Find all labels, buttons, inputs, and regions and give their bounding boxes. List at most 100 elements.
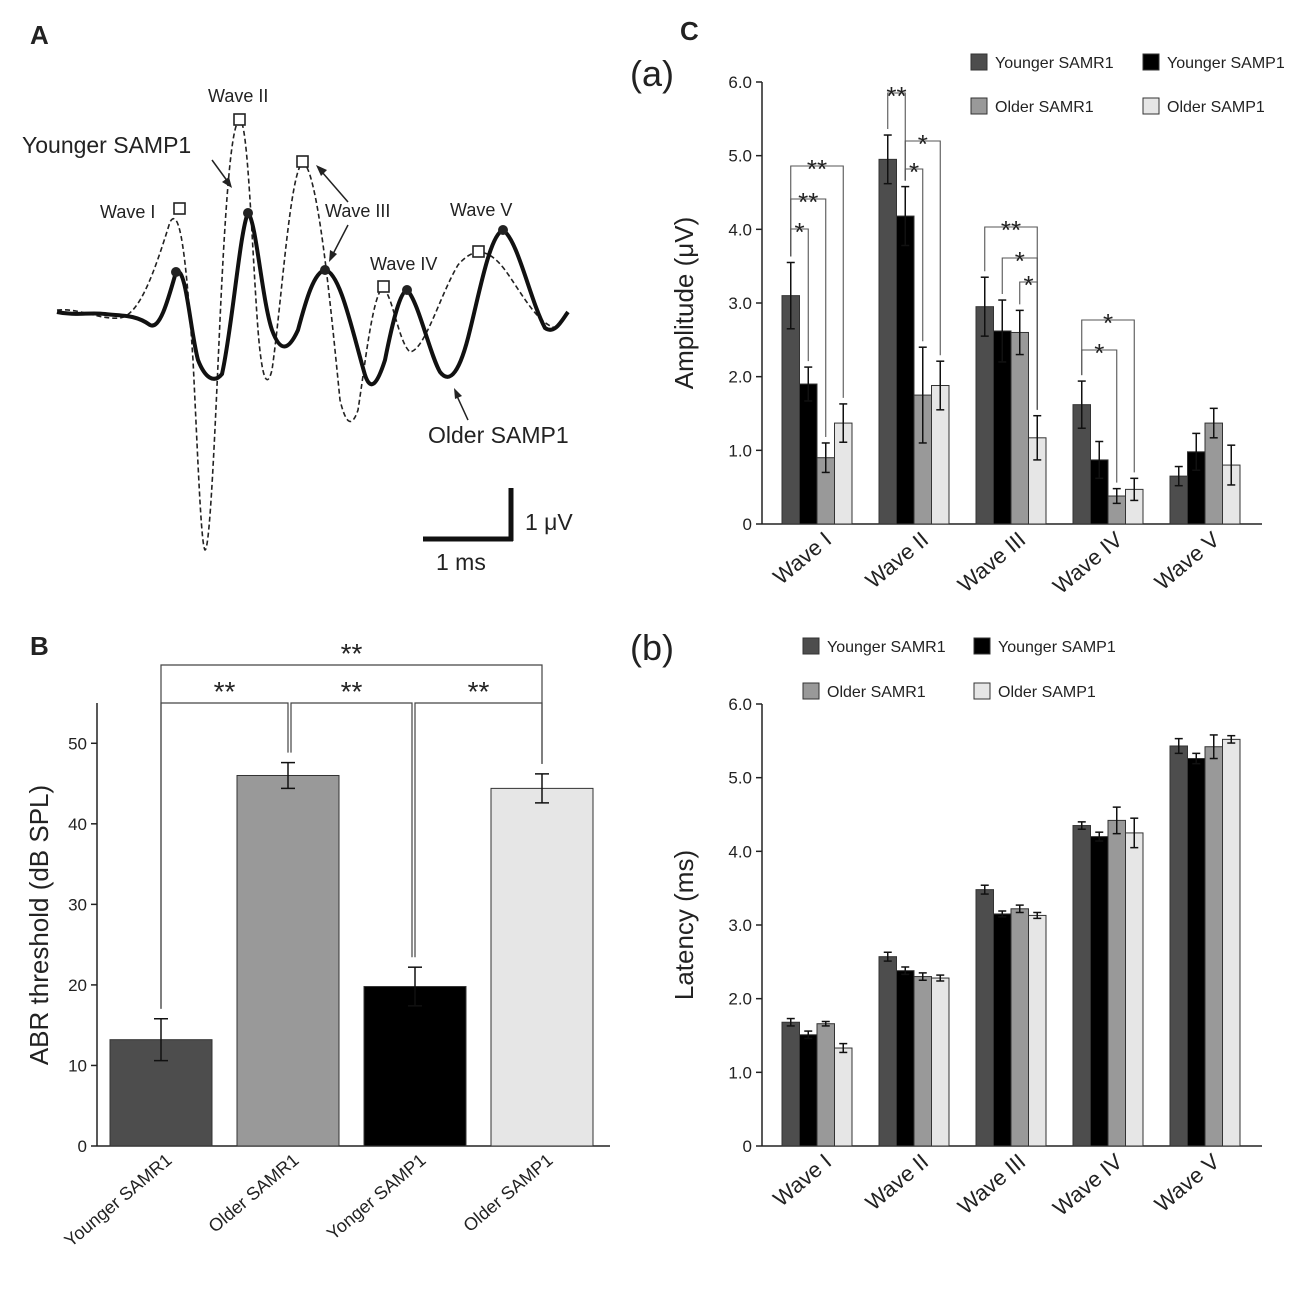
arrow-older	[456, 395, 469, 421]
older-peak-wave-5	[498, 225, 508, 235]
waveform-plot: Wave I Wave II Wave III Wave IV Wave V Y…	[22, 86, 573, 575]
bar-older-samr1-wave-iii	[1010, 331, 1029, 525]
bar-older-samp1-wave-v	[1222, 738, 1241, 1147]
significance-bracket	[160, 664, 543, 1009]
significance-label: **	[341, 638, 363, 669]
bar-younger-samr1-wave-i	[781, 1021, 800, 1147]
trace-label-younger: Younger SAMP1	[22, 132, 191, 158]
significance-label: *	[1015, 246, 1025, 276]
x-tick-label-wave-i: Wave I	[768, 527, 836, 590]
significance-bracket	[290, 702, 413, 958]
x-tick-label-wave-i: Wave I	[768, 1149, 836, 1212]
x-tick-label-older-samr1: Older SAMR1	[205, 1150, 303, 1237]
legend-label-younger-samp1: Younger SAMP1	[1167, 55, 1285, 72]
y-tick-label: 4.0	[728, 220, 752, 239]
arrow-wave3-dashed-head	[316, 165, 327, 176]
bar-older-samp1-wave-i	[834, 1047, 853, 1147]
y-tick-label: 0	[743, 515, 752, 534]
older-samp1-trace	[56, 209, 570, 387]
y-tick-label: 10	[68, 1056, 87, 1075]
bar-younger-samr1-wave-ii	[878, 158, 897, 525]
bar-younger-samr1-wave-iii	[975, 306, 994, 525]
significance-label: **	[468, 676, 490, 707]
bar-older-samp1-wave-iii	[1028, 914, 1047, 1147]
bar-younger-samp1-wave-v	[1187, 758, 1206, 1147]
significance-label: **	[807, 154, 827, 184]
bar-older-samr1-wave-iv	[1107, 819, 1126, 1147]
legend-swatch-older-samp1	[1142, 97, 1160, 115]
significance-bracket	[160, 702, 289, 1009]
younger-peak-wave-5	[472, 245, 485, 258]
trace-label-older: Older SAMP1	[428, 422, 569, 448]
legend-label-younger-samp1: Younger SAMP1	[998, 639, 1116, 656]
bar-younger-samp1-wave-ii	[896, 970, 915, 1147]
significance-bracket	[414, 702, 543, 958]
y-tick-label: 3.0	[728, 916, 752, 935]
x-tick-label-yonger-samp1: Yonger SAMP1	[323, 1150, 430, 1244]
arrow-wave3-solid-head	[329, 250, 337, 262]
bar-older-samr1-wave-iii	[1010, 908, 1029, 1147]
significance-label: *	[909, 157, 919, 187]
bar-younger-samp1-wave-i	[799, 383, 818, 525]
y-tick-label: 50	[68, 734, 87, 753]
older-peak-wave-2	[243, 208, 253, 218]
legend-swatch-older-samp1	[973, 682, 991, 700]
y-axis-title: Amplitude (μV)	[669, 217, 699, 389]
scale-bar-time-label: 1 ms	[436, 549, 486, 575]
x-tick-label-wave-v: Wave V	[1150, 1148, 1225, 1216]
bar-younger-samp1-wave-iii	[993, 913, 1012, 1147]
legend-label-older-samr1: Older SAMR1	[827, 684, 926, 701]
y-tick-label: 4.0	[728, 842, 752, 861]
legend-swatch-older-samr1	[802, 682, 820, 700]
y-tick-label: 6.0	[728, 73, 752, 92]
bar-younger-samr1-wave-iv	[1072, 825, 1091, 1147]
legend-swatch-older-samr1	[970, 97, 988, 115]
y-axis-title: Latency (ms)	[669, 850, 699, 1000]
wave-label-4: Wave IV	[370, 254, 437, 274]
wave-label-5: Wave V	[450, 200, 512, 220]
younger-peak-wave-1	[173, 202, 186, 215]
y-tick-label: 1.0	[728, 441, 752, 460]
legend-label-younger-samr1: Younger SAMR1	[827, 639, 946, 656]
panel-c-sublabel-a: (a)	[630, 53, 674, 94]
significance-bracket	[790, 198, 827, 437]
latency-chart: 0 1.0 2.0 3.0 4.0 5.0 6.0 Latency (ms) Wave I Wav…	[669, 637, 1262, 1221]
legend-label-younger-samr1: Younger SAMR1	[995, 55, 1114, 72]
bar-older-samr1-wave-ii	[913, 976, 932, 1147]
amplitude-chart: 0 1.0 2.0 3.0 4.0 5.0 6.0 Amplitude (μV) Wave I W…	[669, 53, 1285, 599]
younger-peak-wave-2	[233, 113, 246, 126]
significance-bracket	[887, 92, 906, 181]
significance-label: **	[1001, 215, 1021, 245]
panel-c-sublabel-b: (b)	[630, 627, 674, 668]
significance-bracket	[1081, 349, 1118, 483]
abr-threshold-chart: 0 10 20 30 40 50 ABR threshold (dB SPL) Younger…	[24, 638, 610, 1251]
significance-label: **	[798, 187, 818, 217]
bar-older-samr1	[236, 774, 340, 1147]
bar-older-samp1-wave-iv	[1125, 832, 1144, 1147]
significance-label: *	[1103, 308, 1113, 338]
wave-label-2: Wave II	[208, 86, 268, 106]
arrow-younger-head	[222, 177, 232, 188]
bar-older-samp1	[490, 787, 594, 1147]
older-peak-wave-3	[320, 265, 330, 275]
younger-peak-wave-4	[377, 280, 390, 293]
legend-swatch-younger-samp1	[973, 637, 991, 655]
y-tick-label: 6.0	[728, 695, 752, 714]
older-peak-wave-1	[171, 267, 181, 277]
wave-label-1: Wave I	[100, 202, 155, 222]
x-tick-label-wave-ii: Wave II	[861, 527, 934, 594]
significance-label: **	[341, 676, 363, 707]
y-axis-title: ABR threshold (dB SPL)	[24, 785, 54, 1065]
younger-samp1-trace	[56, 119, 561, 551]
x-tick-label-wave-v: Wave V	[1150, 526, 1225, 594]
older-peak-wave-4	[402, 285, 412, 295]
significance-label: *	[794, 217, 804, 247]
bar-younger-samr1-wave-ii	[878, 956, 897, 1147]
significance-bracket	[904, 140, 941, 356]
x-tick-label-older-samp1: Older SAMP1	[459, 1150, 556, 1236]
bar-older-samr1-wave-i	[816, 1023, 835, 1147]
bar-younger-samp1-wave-i	[799, 1034, 818, 1147]
legend-swatch-younger-samr1	[970, 53, 988, 71]
y-tick-label: 0	[78, 1137, 87, 1156]
bar-younger-samr1-wave-v	[1169, 745, 1188, 1147]
